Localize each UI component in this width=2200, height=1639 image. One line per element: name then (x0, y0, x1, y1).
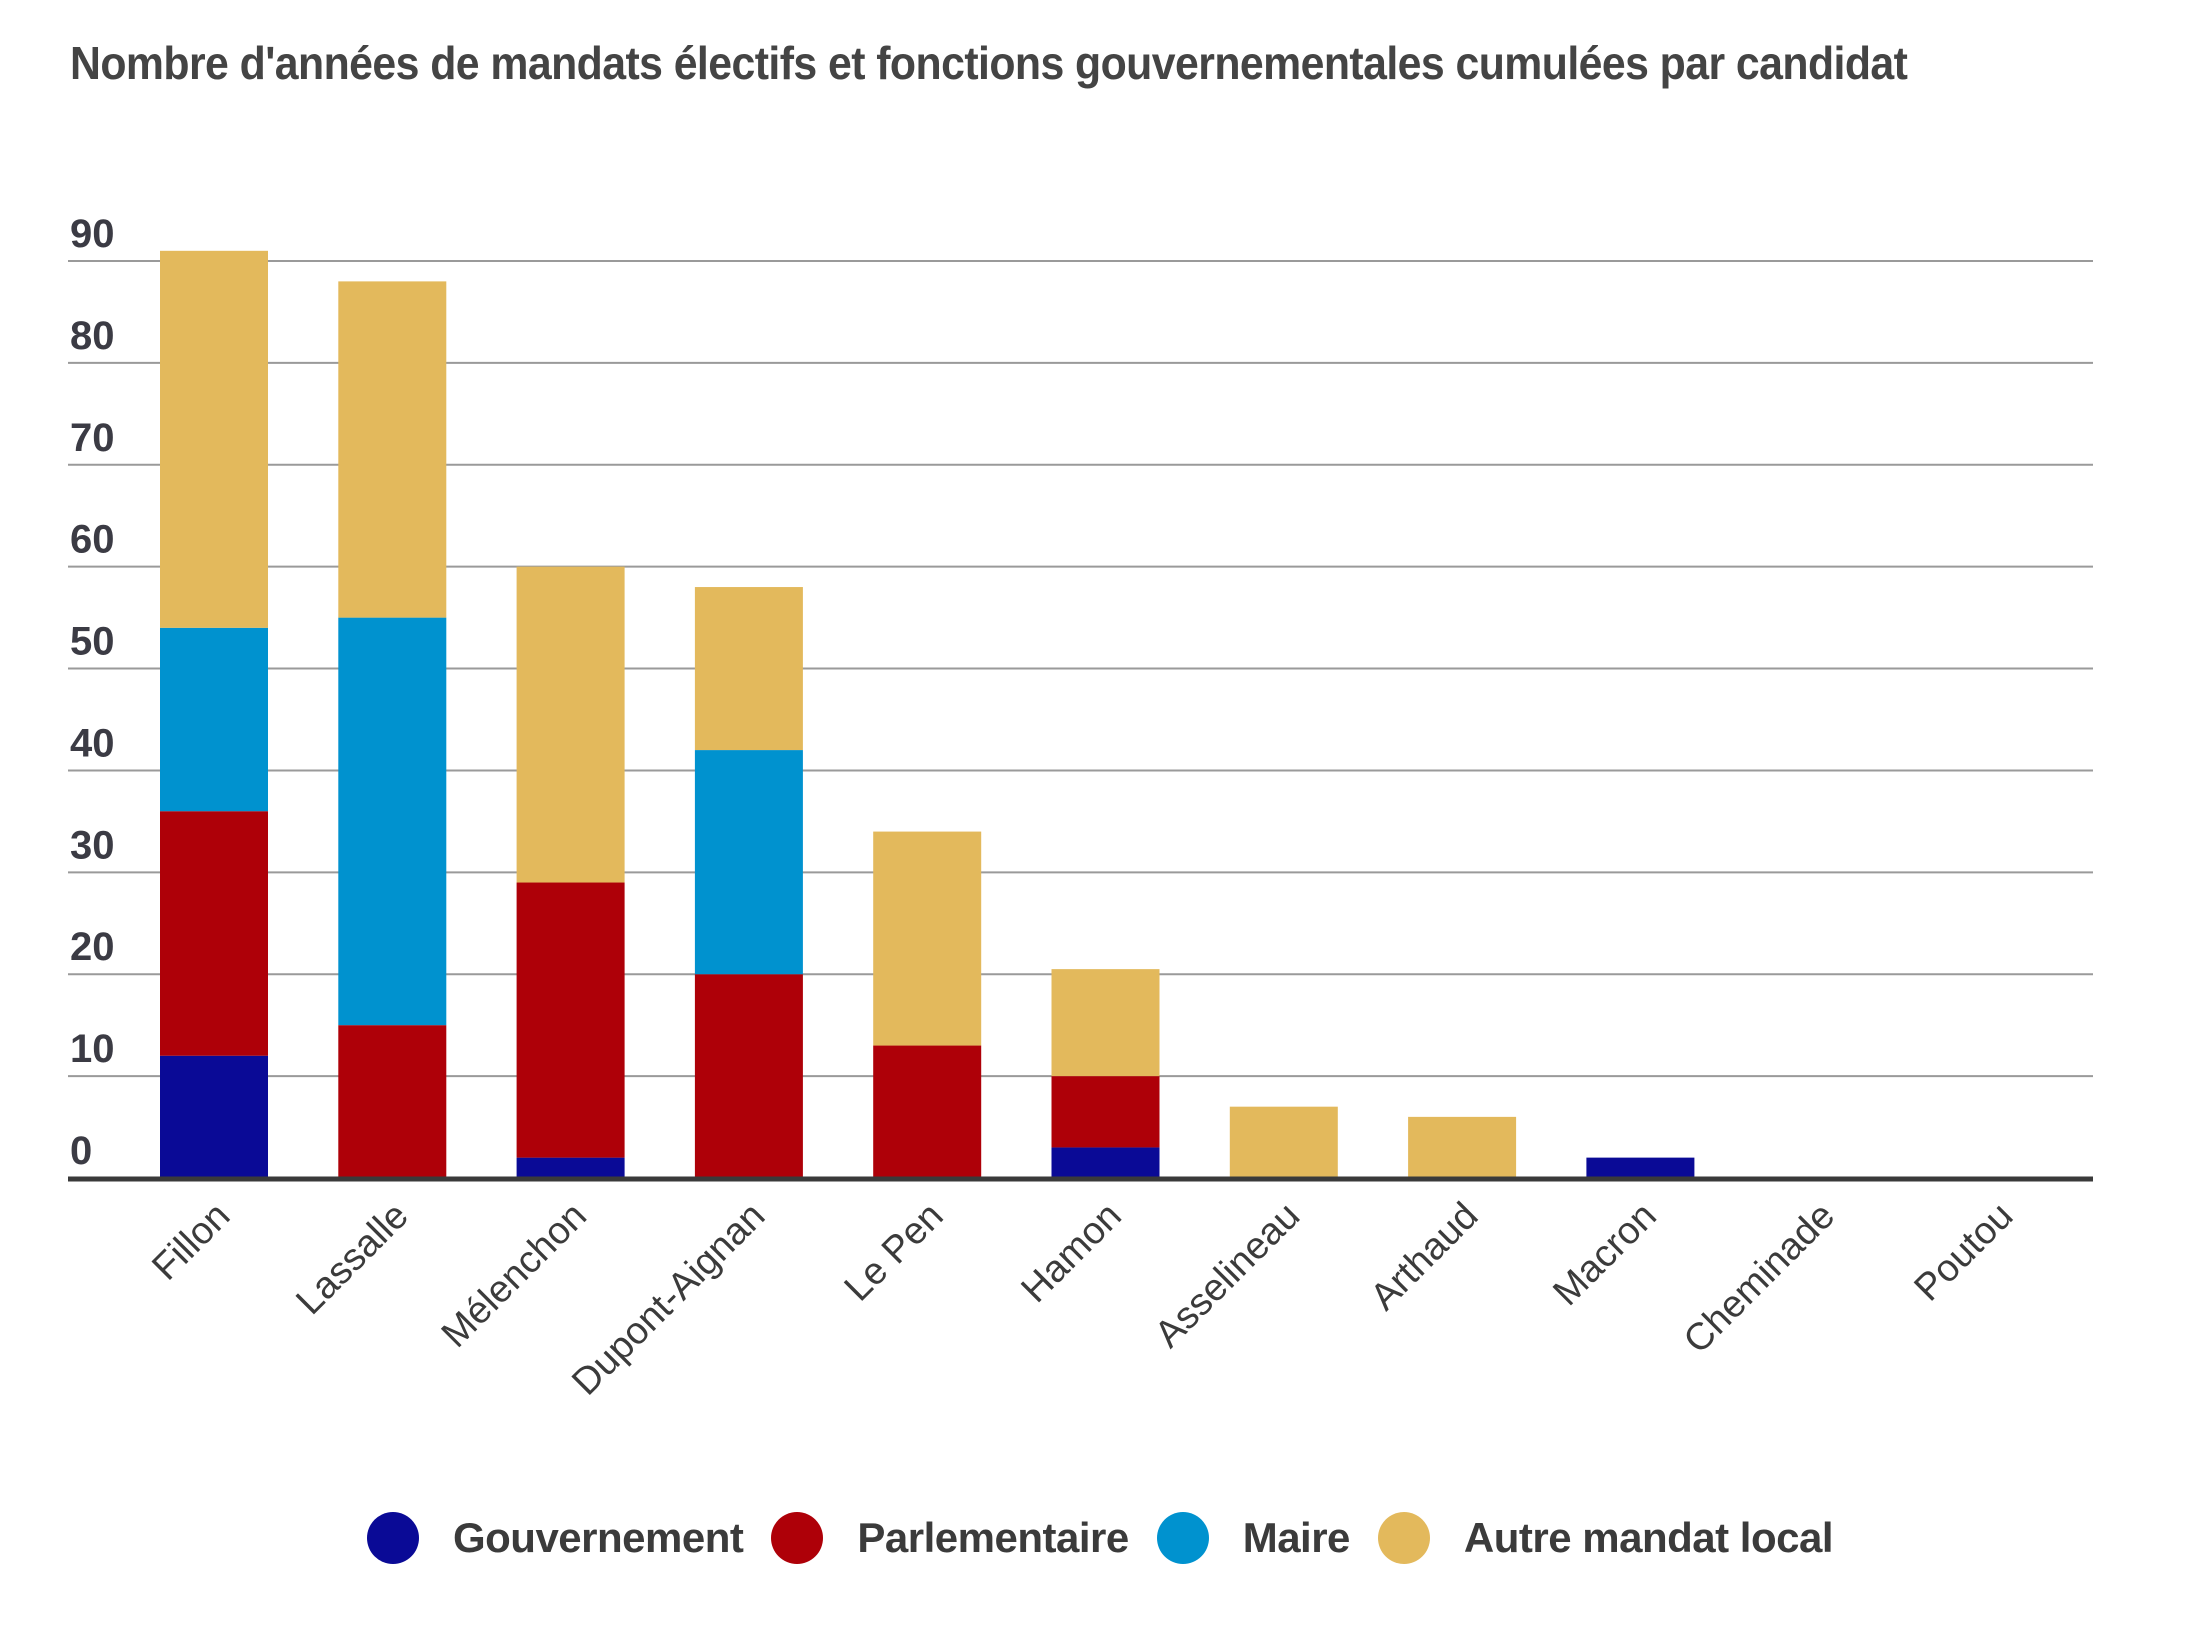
x-tick-label: Le Pen (837, 1195, 952, 1310)
x-tick-label: Hamon (1014, 1195, 1130, 1311)
x-tick-label: Cheminade (1676, 1195, 1843, 1362)
bar-segment-autre-mandat-local (160, 250, 268, 628)
bar-segment-parlementaire (160, 811, 268, 1056)
bars (160, 250, 1695, 1178)
bar-segment-autre-mandat-local (516, 566, 625, 883)
bar-segment-autre-mandat-local (1051, 969, 1160, 1077)
x-tick-label: Asselineau (1147, 1195, 1308, 1356)
legend-swatch-icon (771, 1512, 824, 1564)
bar-segment-maire (338, 617, 447, 1026)
y-tick-label: 30 (70, 823, 115, 867)
bar-segment-autre-mandat-local (873, 831, 982, 1046)
x-tick-label: Poutou (1906, 1195, 2021, 1310)
y-tick-label: 90 (70, 212, 115, 256)
bar-segment-parlementaire (338, 1025, 447, 1178)
y-tick-label: 70 (70, 416, 115, 460)
legend-swatch-icon (1377, 1512, 1430, 1564)
bar-segment-autre-mandat-local (694, 587, 803, 751)
bar-segment-gouvernement (516, 1157, 625, 1178)
y-axis-ticks: 0 10 20 30 40 50 60 70 80 90 (70, 212, 115, 1173)
chart-title: Nombre d'années de mandats électifs et f… (70, 37, 1908, 89)
x-tick-label: Fillon (144, 1195, 238, 1289)
legend-swatch-icon (366, 1512, 419, 1564)
x-tick-label: Arthaud (1363, 1195, 1487, 1319)
bar-segment-parlementaire (694, 974, 803, 1178)
bar-segment-parlementaire (1051, 1076, 1160, 1148)
x-tick-label: Lassalle (288, 1195, 416, 1323)
x-tick-label: Mélenchon (434, 1195, 595, 1356)
bar-segment-parlementaire (873, 1045, 982, 1178)
legend: Gouvernement Parlementaire Maire Autre mand… (0, 1512, 2200, 1564)
legend-label: Parlementaire (857, 1514, 1129, 1561)
y-tick-label: 60 (70, 518, 115, 562)
y-tick-label: 0 (70, 1129, 92, 1173)
bar-segment-autre-mandat-local (1408, 1116, 1517, 1178)
y-tick-label: 40 (70, 721, 115, 765)
bar-segment-gouvernement (1586, 1157, 1695, 1178)
x-tick-label: Dupont-Aignan (564, 1195, 773, 1404)
y-tick-label: 80 (70, 314, 115, 358)
y-tick-label: 10 (70, 1027, 115, 1071)
legend-item[interactable]: Autre mandat local (1377, 1512, 1834, 1564)
x-tick-label: Macron (1545, 1195, 1664, 1314)
legend-swatch-icon (1156, 1512, 1209, 1564)
bar-segment-parlementaire (516, 882, 625, 1158)
bar-segment-autre-mandat-local (338, 281, 447, 618)
bar-segment-gouvernement (1051, 1147, 1160, 1178)
bar-segment-gouvernement (160, 1055, 268, 1178)
legend-label: Gouvernement (452, 1514, 744, 1561)
y-tick-label: 20 (70, 925, 115, 969)
legend-item[interactable]: Maire (1156, 1512, 1351, 1564)
legend-item[interactable]: Gouvernement (366, 1512, 744, 1564)
legend-label: Autre mandat local (1463, 1514, 1834, 1561)
bar-segment-autre-mandat-local (1229, 1106, 1338, 1178)
bar-segment-maire (160, 627, 268, 812)
y-tick-label: 50 (70, 620, 115, 664)
legend-label: Maire (1242, 1514, 1351, 1561)
legend-item[interactable]: Parlementaire (771, 1512, 1129, 1564)
bar-segment-maire (694, 750, 803, 975)
